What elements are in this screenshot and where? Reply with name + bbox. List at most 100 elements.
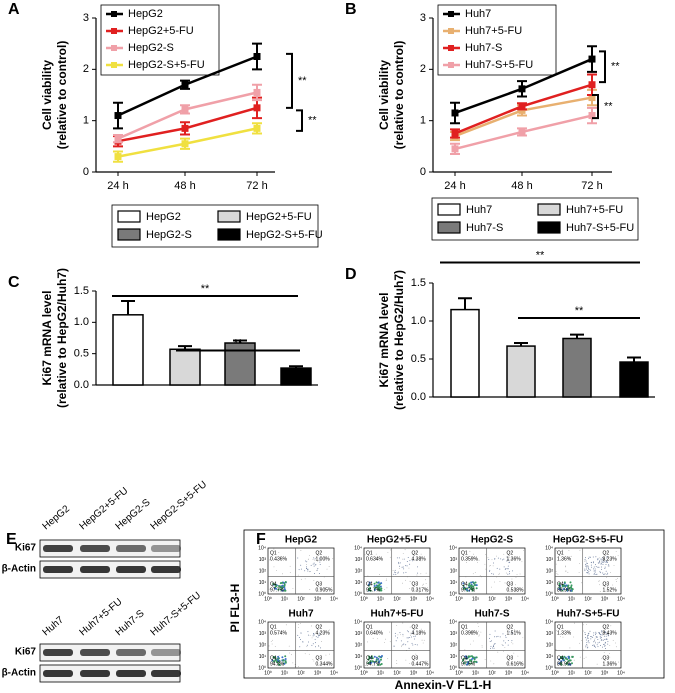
panel-letter: F xyxy=(256,531,266,548)
event-dot xyxy=(396,660,398,662)
legend-label: Huh7-S xyxy=(466,222,503,234)
legend-label: HepG2 xyxy=(128,8,163,20)
event-dot xyxy=(380,587,383,590)
event-dot xyxy=(311,625,312,627)
event-dot xyxy=(471,589,474,592)
event-dot xyxy=(291,654,292,656)
event-dot xyxy=(467,584,470,587)
event-dot xyxy=(561,589,564,592)
event-dot xyxy=(412,630,414,632)
event-dot xyxy=(297,627,299,628)
event-dot xyxy=(604,631,606,633)
quadrant-value: 1.36% xyxy=(507,556,522,562)
event-dot xyxy=(311,637,313,639)
event-dot xyxy=(284,589,287,592)
event-dot xyxy=(511,578,513,580)
bar xyxy=(169,348,201,386)
event-dot xyxy=(273,548,275,550)
event-dot xyxy=(473,656,476,659)
event-dot xyxy=(567,655,570,658)
event-dot xyxy=(417,572,419,574)
event-dot xyxy=(594,570,596,572)
point xyxy=(181,140,189,148)
event-dot xyxy=(604,645,606,647)
bar xyxy=(562,337,592,398)
event-dot xyxy=(494,636,496,638)
event-dot xyxy=(602,563,604,565)
event-dot xyxy=(299,646,301,648)
event-dot xyxy=(617,555,619,557)
event-dot xyxy=(277,663,280,666)
event-dot xyxy=(282,664,283,666)
event-dot xyxy=(367,654,369,656)
quadrant-name: Q1 xyxy=(270,550,277,556)
event-dot xyxy=(584,559,586,561)
blot-band xyxy=(151,545,181,552)
event-dot xyxy=(273,566,275,568)
event-dot xyxy=(593,645,595,647)
event-dot xyxy=(472,587,475,590)
event-dot xyxy=(283,583,286,586)
event-dot xyxy=(371,660,374,663)
event-dot xyxy=(595,566,597,568)
event-dot xyxy=(406,561,408,563)
event-dot xyxy=(312,659,314,660)
x-tick-label: 10⁴ xyxy=(426,670,434,676)
event-dot xyxy=(472,573,474,575)
event-dot xyxy=(411,642,413,644)
event-dot xyxy=(465,585,467,587)
y-tick-label: 10³ xyxy=(355,631,363,637)
event-dot xyxy=(470,658,473,661)
event-dot xyxy=(563,584,566,587)
y-axis-label: (relative to HepG2/Huh7) xyxy=(392,270,406,410)
event-dot xyxy=(558,582,561,585)
quadrant-value: 1.00% xyxy=(316,556,331,562)
event-dot xyxy=(595,631,597,633)
significance-bracket xyxy=(599,50,606,84)
event-dot xyxy=(478,630,479,632)
panel-letter: E xyxy=(6,531,17,548)
event-dot xyxy=(425,583,427,585)
bar xyxy=(450,308,480,398)
event-dot xyxy=(304,578,306,580)
event-dot xyxy=(615,551,617,552)
event-dot xyxy=(585,560,587,562)
y-tick-label: 0.5 xyxy=(74,348,89,360)
event-dot xyxy=(583,649,585,651)
event-dot xyxy=(606,560,608,562)
x-tick-label: 10² xyxy=(584,596,592,602)
event-dot xyxy=(560,660,563,663)
quadrant-name: Q2 xyxy=(603,550,610,556)
x-tick-label: 48 h xyxy=(174,180,195,192)
event-dot xyxy=(571,655,574,658)
point xyxy=(451,145,459,153)
event-dot xyxy=(593,570,595,572)
event-dot xyxy=(600,634,602,636)
y-axis-label: Cell viability xyxy=(40,60,54,130)
legend-label: HepG2+5-FU xyxy=(246,211,312,223)
event-dot xyxy=(310,564,312,566)
y-tick-label: 3 xyxy=(83,12,89,24)
event-dot xyxy=(314,558,316,560)
event-dot xyxy=(460,656,462,658)
event-dot xyxy=(597,562,599,564)
event-dot xyxy=(275,585,278,588)
legend-swatch xyxy=(437,221,461,234)
quadrant-name: Q2 xyxy=(412,624,419,630)
y-tick-label: 1.5 xyxy=(74,285,89,297)
event-dot xyxy=(421,639,423,641)
event-dot xyxy=(558,658,561,661)
event-dot xyxy=(402,635,404,637)
event-dot xyxy=(402,644,404,646)
event-dot xyxy=(557,574,559,575)
x-tick-label: 10² xyxy=(488,596,496,602)
event-dot xyxy=(493,663,495,665)
x-tick-label: 10³ xyxy=(505,596,513,602)
event-dot xyxy=(414,635,416,637)
event-dot xyxy=(463,587,466,590)
quadrant-name: Q2 xyxy=(316,624,323,630)
event-dot xyxy=(587,634,589,636)
event-dot xyxy=(274,646,276,648)
event-dot xyxy=(593,573,595,575)
event-dot xyxy=(276,570,277,571)
